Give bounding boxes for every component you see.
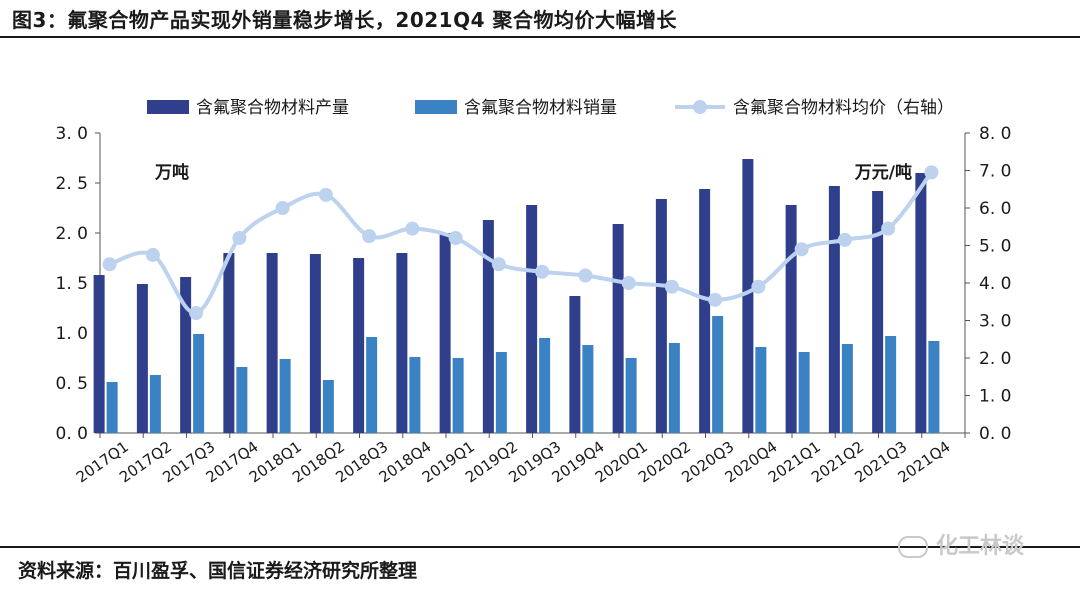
production-bar	[655, 199, 667, 433]
price-point	[102, 257, 117, 272]
legend-swatch-price-marker	[693, 100, 707, 114]
sales-bar	[712, 316, 724, 433]
wechat-icon	[898, 536, 928, 558]
right-tick-label: 5. 0	[979, 237, 1011, 257]
legend-label-sales: 含氟聚合物材料销量	[464, 98, 617, 118]
production-bar	[915, 173, 927, 433]
price-point	[578, 268, 593, 283]
sales-bar	[409, 357, 421, 433]
production-bar	[93, 275, 105, 433]
production-bar	[266, 253, 278, 433]
right-tick-label: 7. 0	[979, 162, 1011, 182]
chart-price-line	[102, 165, 939, 320]
left-tick-label: 2. 5	[56, 174, 88, 194]
legend-label-price: 含氟聚合物材料均价（右轴）	[733, 98, 954, 118]
price-point	[448, 231, 463, 245]
sales-bar	[668, 343, 680, 433]
production-bar	[223, 253, 235, 433]
chart-unit-labels: 万吨 万元/吨	[154, 162, 912, 183]
price-point	[837, 232, 852, 247]
production-bar	[742, 159, 754, 433]
sales-bar	[149, 375, 161, 433]
sales-bar	[236, 367, 248, 433]
sales-bar	[279, 359, 291, 433]
price-point	[275, 201, 290, 215]
sales-bar	[322, 380, 334, 433]
production-bar	[872, 191, 884, 433]
title-rule	[0, 36, 1080, 38]
legend-label-production: 含氟聚合物材料产量	[196, 98, 349, 118]
production-bar	[526, 205, 538, 433]
production-bar	[309, 254, 321, 433]
left-tick-label: 0. 0	[56, 424, 88, 444]
price-point	[189, 306, 204, 320]
right-tick-label: 2. 0	[979, 349, 1011, 369]
right-tick-label: 6. 0	[979, 199, 1011, 219]
right-tick-label: 1. 0	[979, 387, 1011, 407]
left-tick-label: 2. 0	[56, 224, 88, 244]
price-point	[145, 247, 160, 262]
left-tick-label: 3. 0	[56, 124, 88, 144]
watermark: 化工林谈	[898, 528, 1024, 560]
production-bar	[699, 189, 711, 433]
source-note: 资料来源：百川盈孚、国信证券经济研究所整理	[18, 560, 418, 582]
sales-bar	[841, 344, 853, 433]
price-point	[362, 229, 377, 244]
sales-bar	[928, 341, 940, 433]
right-unit-label: 万元/吨	[854, 162, 912, 183]
source-rule	[0, 546, 1080, 548]
right-tick-label: 8. 0	[979, 124, 1011, 144]
left-tick-label: 0. 5	[56, 374, 88, 394]
production-bar	[612, 224, 624, 433]
figure-title: 图3：氟聚合物产品实现外销量稳步增长，2021Q4 聚合物均价大幅增长	[12, 8, 677, 32]
sales-bar	[798, 352, 810, 433]
chart-bars	[93, 159, 940, 433]
production-bar	[439, 233, 451, 433]
watermark-text: 化工林谈	[936, 534, 1025, 559]
production-bar	[136, 284, 148, 433]
production-bar	[828, 186, 840, 433]
left-unit-label: 万吨	[154, 162, 189, 183]
right-tick-label: 3. 0	[979, 312, 1011, 332]
price-point	[924, 165, 939, 180]
sales-bar	[452, 358, 464, 433]
production-bar	[569, 296, 581, 433]
right-tick-label: 4. 0	[979, 274, 1011, 294]
legend-swatch-production	[147, 100, 189, 114]
sales-bar	[755, 347, 767, 433]
sales-bar	[495, 352, 507, 433]
price-point	[535, 264, 550, 279]
sales-bar	[582, 345, 594, 433]
sales-bar	[366, 337, 378, 433]
production-bar	[785, 205, 797, 433]
production-bar	[396, 253, 408, 433]
price-point	[664, 279, 679, 294]
price-point	[318, 187, 333, 202]
legend-swatch-sales	[415, 100, 457, 114]
sales-bar	[539, 338, 551, 433]
price-point	[881, 221, 896, 236]
production-bar	[180, 277, 192, 433]
price-point	[794, 242, 809, 257]
sales-bar	[625, 358, 637, 433]
price-point	[491, 257, 506, 272]
chart-canvas: 含氟聚合物材料产量 含氟聚合物材料销量 含氟聚合物材料均价（右轴） 3. 0 2. 5…	[56, 98, 1012, 486]
sales-bar	[193, 334, 205, 433]
price-point	[405, 221, 420, 236]
price-point	[621, 276, 636, 290]
price-point	[751, 279, 766, 294]
sales-bar	[885, 336, 897, 433]
left-tick-label: 1. 5	[56, 274, 88, 294]
price-point	[708, 292, 723, 307]
production-bar	[482, 220, 494, 433]
sales-bar	[106, 382, 118, 433]
price-point	[232, 231, 247, 245]
left-tick-label: 1. 0	[56, 324, 88, 344]
right-tick-label: 0. 0	[979, 424, 1011, 444]
production-bar	[353, 258, 365, 433]
chart-legend: 含氟聚合物材料产量 含氟聚合物材料销量 含氟聚合物材料均价（右轴）	[147, 98, 954, 118]
